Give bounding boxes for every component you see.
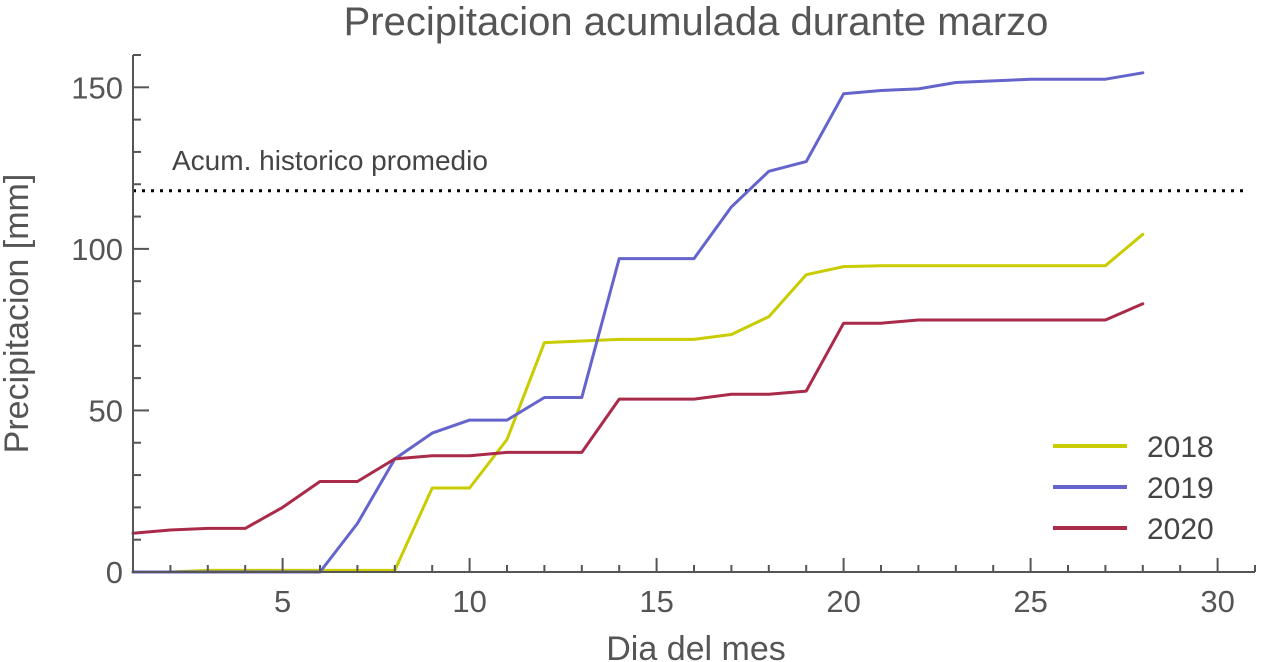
chart-title: Precipitacion acumulada durante marzo xyxy=(344,0,1049,44)
y-tick-label: 50 xyxy=(89,393,123,428)
reference-line-label: Acum. historico promedio xyxy=(172,145,488,176)
series-line-2020 xyxy=(131,302,1145,535)
y-tick-label: 100 xyxy=(71,232,123,267)
x-tick-label: 30 xyxy=(1200,584,1234,619)
legend-item-2020: 2020 xyxy=(1053,513,1214,546)
legend: 2018 2019 2020 xyxy=(1053,431,1214,546)
x-tick-label: 20 xyxy=(826,584,860,619)
y-axis-label: Precipitacion [mm] xyxy=(0,174,36,454)
legend-item-2018: 2018 xyxy=(1053,431,1214,464)
x-tick-label: 25 xyxy=(1013,584,1047,619)
x-tick-label: 15 xyxy=(639,584,673,619)
legend-label: 2019 xyxy=(1147,472,1214,505)
y-tick-label: 150 xyxy=(71,70,123,105)
x-axis-label: Dia del mes xyxy=(606,630,786,662)
legend-label: 2018 xyxy=(1147,431,1214,464)
x-tick-label: 10 xyxy=(452,584,486,619)
axes-group: 5 10 15 20 25 30 0 50 100 150 xyxy=(71,54,1256,619)
y-tick-label: 0 xyxy=(106,555,123,590)
series-line-2018 xyxy=(131,232,1145,574)
legend-item-2019: 2019 xyxy=(1053,472,1214,505)
reference-line-group: Acum. historico promedio xyxy=(133,145,1243,193)
x-tick-label: 5 xyxy=(274,584,291,619)
legend-label: 2020 xyxy=(1147,513,1214,546)
